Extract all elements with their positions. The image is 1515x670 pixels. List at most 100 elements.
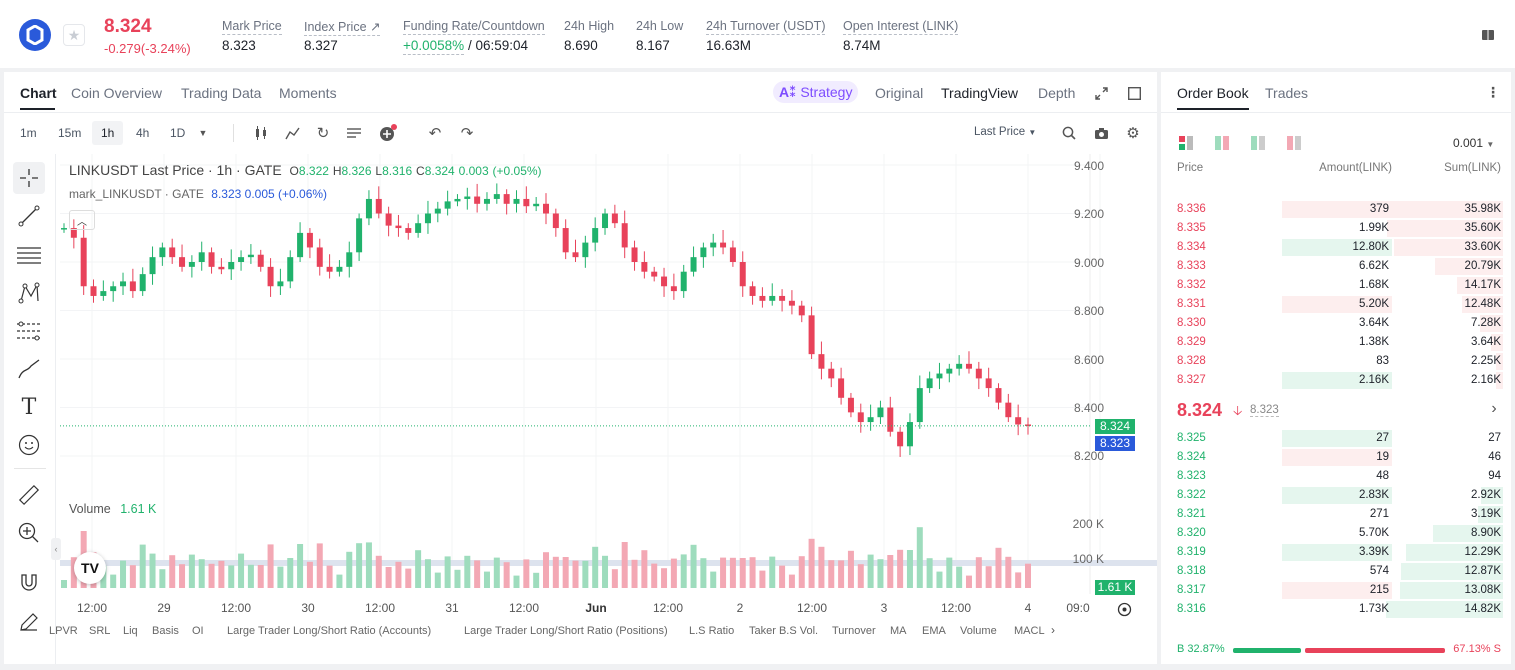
buy-ratio-fill [1233,648,1301,653]
expand-icon[interactable] [1092,84,1110,102]
indicator-taker-bs-vol[interactable]: Taker B.S Vol. [749,625,819,637]
trend-line-icon[interactable] [16,203,42,229]
bid-row[interactable]: 8.317 215 13.08K [1161,581,1511,600]
indicator-ltlsr-positions[interactable]: Large Trader Long/Short Ratio (Positions… [464,625,668,637]
indicator-macd[interactable]: MACL [1014,625,1045,637]
tab-moments[interactable]: Moments [279,85,337,101]
bid-row[interactable]: 8.323 48 94 [1161,467,1511,486]
tab-chart[interactable]: Chart [20,85,57,101]
indicator-basis[interactable]: Basis [152,625,179,637]
interval-1m[interactable]: 1m [20,126,37,140]
pattern-icon[interactable] [16,280,42,306]
collapse-legend-icon[interactable]: ︿ [69,210,95,230]
templates-icon[interactable] [345,124,363,142]
bid-row[interactable]: 8.319 3.39K 12.29K [1161,543,1511,562]
text-tool-icon[interactable]: T [21,394,37,420]
replay-icon[interactable]: ↻ [316,125,330,142]
favorite-star-icon[interactable]: ★ [63,24,85,46]
window-icon[interactable] [1125,84,1143,102]
price-change: -0.279(-3.24%) [104,41,191,56]
ob-price: 8.329 [1177,336,1206,348]
indicator-volume[interactable]: Volume [960,625,997,637]
horizontal-lines-icon[interactable] [16,242,42,268]
bid-row[interactable]: 8.322 2.83K 2.92K [1161,486,1511,505]
bid-row[interactable]: 8.324 19 46 [1161,448,1511,467]
candlestick-chart[interactable] [60,154,1157,594]
ask-row[interactable]: 8.330 3.64K 7.28K [1161,314,1511,333]
stat-value-open-interest: 8.74M [843,38,881,53]
bid-row[interactable]: 8.320 5.70K 8.90K [1161,524,1511,543]
ask-row[interactable]: 8.332 1.68K 14.17K [1161,276,1511,295]
candles-icon[interactable] [252,124,270,142]
brush-icon[interactable] [16,356,42,382]
magnet-icon[interactable] [16,569,42,595]
camera-icon[interactable] [1092,124,1110,142]
interval-15m[interactable]: 15m [58,126,82,140]
more-vertical-icon[interactable]: ⋮ [1486,83,1500,100]
ask-row[interactable]: 8.336 379 35.98K [1161,200,1511,219]
view-asks-icon[interactable] [1285,134,1303,152]
sell-label: S [1493,643,1501,655]
pencil-icon[interactable] [16,609,42,635]
ask-row[interactable]: 8.327 2.16K 2.16K [1161,371,1511,390]
indicator-turnover[interactable]: Turnover [832,625,876,637]
indicator-ema[interactable]: EMA [922,625,946,637]
collapse-toolbar-icon[interactable]: ‹ [51,538,61,560]
indicator-liq[interactable]: Liq [123,625,138,637]
bid-row[interactable]: 8.325 27 27 [1161,429,1511,448]
precision-select[interactable]: 0.001 ▼ [1453,136,1494,150]
tradingview-logo[interactable]: TV [74,552,106,584]
add-alert-icon[interactable] [378,123,398,143]
tab-trades[interactable]: Trades [1265,85,1309,101]
search-icon[interactable] [1060,124,1078,142]
book-icon[interactable] [1479,26,1497,44]
undo-icon[interactable]: ↶ [428,125,442,142]
chart-settings-icon[interactable] [1115,600,1133,618]
stat-label-index-price[interactable]: Index Price ↗ [304,20,381,36]
ruler-icon[interactable] [16,482,42,508]
ask-row[interactable]: 8.328 83 2.25K [1161,352,1511,371]
bid-row[interactable]: 8.316 1.73K 14.82K [1161,600,1511,619]
bid-row[interactable]: 8.318 574 12.87K [1161,562,1511,581]
interval-1d[interactable]: 1D [170,126,186,140]
crosshair-icon[interactable] [13,162,45,194]
gear-icon[interactable]: ⚙ [1126,125,1140,142]
depth-bar [1386,201,1503,218]
strategy-button[interactable]: A⁑ Strategy [773,81,859,103]
tab-depth[interactable]: Depth [1038,85,1076,101]
fib-levels-icon[interactable] [16,318,42,344]
indicator-ls-ratio[interactable]: L.S Ratio [689,625,735,637]
zoom-in-icon[interactable] [16,520,42,546]
candle-body [434,208,441,214]
tab-trading-data[interactable]: Trading Data [181,85,262,101]
interval-1h[interactable]: 1h [92,121,124,145]
interval-4h[interactable]: 4h [136,126,150,140]
ask-row[interactable]: 8.334 12.80K 33.60K [1161,238,1511,257]
ask-row[interactable]: 8.333 6.62K 20.79K [1161,257,1511,276]
indicator-srl[interactable]: SRL [89,625,111,637]
buy-ratio-label: B 32.87% [1177,643,1225,655]
indicator-oi[interactable]: OI [192,625,204,637]
view-bids-icon[interactable] [1249,134,1267,152]
bid-row[interactable]: 8.321 271 3.19K [1161,505,1511,524]
chevron-down-icon[interactable]: ▼ [198,128,208,138]
tab-original[interactable]: Original [875,85,924,101]
tab-order-book[interactable]: Order Book [1177,85,1249,101]
indicators-icon[interactable] [283,124,301,142]
indicator-ma[interactable]: MA [890,625,907,637]
indicator-ltlsr-accounts[interactable]: Large Trader Long/Short Ratio (Accounts) [227,625,432,637]
view-both-icon[interactable] [1177,134,1195,152]
price-type-select[interactable]: Last Price ▼ [974,126,1036,138]
ob-sum: 12.48K [1464,298,1501,310]
tab-coin-overview[interactable]: Coin Overview [71,85,163,101]
tab-tradingview[interactable]: TradingView [941,85,1019,101]
redo-icon[interactable]: ↷ [460,125,474,142]
ask-row[interactable]: 8.329 1.38K 3.64K [1161,333,1511,352]
ask-row[interactable]: 8.335 1.99K 35.60K [1161,219,1511,238]
chevron-right-icon[interactable]: › [1491,400,1497,417]
chevron-right-icon[interactable]: › [1051,623,1055,637]
indicator-lpvr[interactable]: LPVR [49,625,78,637]
view-split-icon[interactable] [1213,134,1231,152]
ask-row[interactable]: 8.331 5.20K 12.48K [1161,295,1511,314]
emoji-icon[interactable] [16,432,42,458]
